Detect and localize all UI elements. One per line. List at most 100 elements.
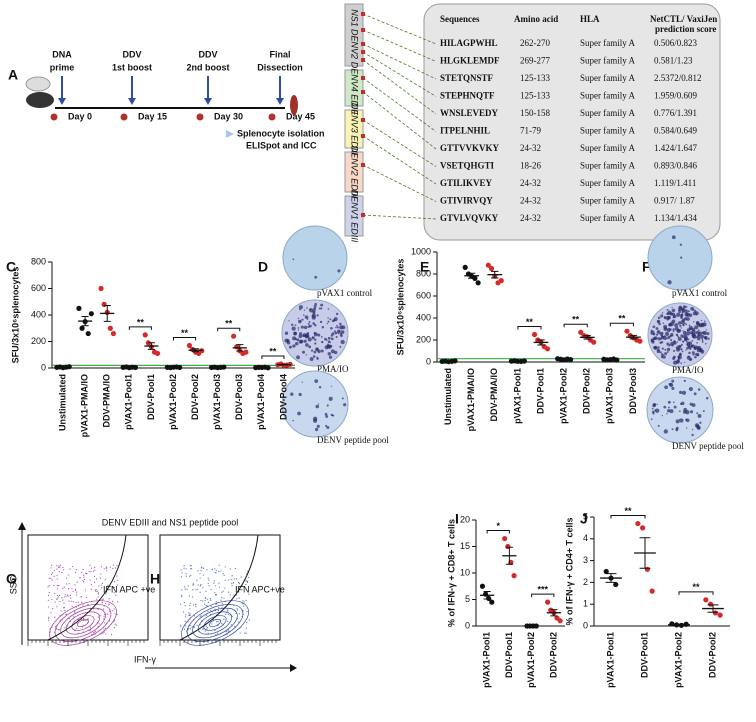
spot bbox=[697, 323, 701, 327]
event-dot bbox=[230, 624, 232, 626]
event-dot bbox=[205, 598, 207, 600]
significance-bracket bbox=[173, 336, 197, 341]
event-dot bbox=[183, 565, 185, 567]
event-dot bbox=[114, 623, 116, 625]
spot bbox=[696, 336, 701, 341]
event-dot bbox=[96, 598, 98, 600]
panel-letter: G bbox=[6, 571, 17, 587]
table-header: HLA bbox=[580, 14, 600, 24]
spot bbox=[686, 341, 688, 343]
spot bbox=[668, 344, 671, 347]
table-header: NetCTL/ VaxiJen bbox=[650, 14, 717, 24]
panel-letter: F bbox=[642, 259, 651, 275]
spot bbox=[684, 361, 686, 363]
event-dot bbox=[233, 578, 235, 580]
spot bbox=[307, 325, 310, 329]
spot bbox=[317, 333, 321, 337]
event-dot bbox=[50, 567, 52, 569]
x-tick-label: pVAX1-Pool3 bbox=[605, 368, 615, 424]
spot bbox=[292, 344, 296, 348]
event-dot bbox=[113, 608, 115, 610]
significance-bracket bbox=[517, 326, 542, 330]
spot bbox=[692, 353, 695, 356]
event-dot bbox=[83, 581, 85, 583]
spot bbox=[651, 407, 654, 410]
spot bbox=[655, 408, 660, 413]
spot bbox=[688, 351, 691, 355]
event-dot bbox=[56, 565, 58, 567]
y-tick-label: 400 bbox=[416, 312, 431, 322]
x-tick-label: DDV-Pool1 bbox=[535, 368, 545, 414]
significance-bracket bbox=[609, 322, 634, 327]
spot bbox=[327, 308, 330, 310]
significance-label: ** bbox=[618, 314, 626, 324]
x-tick-label: DDV-PMA/IO bbox=[489, 368, 499, 422]
event-dot bbox=[235, 612, 237, 614]
spot bbox=[338, 330, 341, 333]
error-bar bbox=[236, 344, 244, 352]
spot bbox=[325, 415, 329, 418]
event-dot bbox=[103, 614, 105, 616]
event-dot bbox=[102, 598, 104, 600]
event-dot bbox=[229, 568, 232, 570]
spot bbox=[673, 401, 675, 404]
spot bbox=[679, 390, 683, 395]
event-dot bbox=[195, 606, 197, 608]
table-cell: 24-32 bbox=[520, 213, 541, 223]
event-dot bbox=[114, 567, 117, 569]
spot bbox=[699, 421, 702, 424]
spot bbox=[664, 331, 670, 336]
error-bar bbox=[280, 363, 288, 366]
data-point bbox=[531, 331, 538, 338]
spot bbox=[672, 329, 675, 333]
spot bbox=[315, 348, 319, 351]
event-dot bbox=[63, 586, 65, 588]
spot bbox=[303, 339, 307, 343]
day-label: Day 15 bbox=[138, 111, 167, 121]
event-dot bbox=[180, 594, 182, 596]
spot bbox=[665, 337, 668, 340]
spot bbox=[685, 306, 688, 308]
event-dot bbox=[57, 628, 60, 631]
event-dot bbox=[103, 628, 105, 630]
spot bbox=[679, 243, 683, 246]
spot bbox=[331, 332, 335, 336]
spot bbox=[658, 322, 661, 326]
note: Splenocyte isolation bbox=[237, 128, 325, 138]
spot bbox=[302, 334, 305, 338]
table-cell: STETQNSTF bbox=[440, 73, 494, 83]
event-dot bbox=[221, 591, 223, 593]
event-dot bbox=[207, 577, 209, 579]
event-dot bbox=[235, 578, 238, 580]
spot bbox=[330, 385, 333, 387]
table-cell: 125-133 bbox=[520, 73, 550, 83]
event-dot bbox=[100, 615, 102, 617]
event-dot bbox=[243, 601, 245, 603]
table-cell: WNSLEVEDY bbox=[440, 108, 499, 118]
spot bbox=[705, 337, 708, 340]
spot bbox=[690, 306, 695, 311]
event-dot bbox=[65, 583, 68, 585]
spot bbox=[292, 336, 297, 341]
event-dot bbox=[111, 600, 114, 602]
well-label: PMA/IO bbox=[317, 364, 349, 374]
event-dot bbox=[234, 567, 236, 570]
event-dot bbox=[214, 592, 216, 594]
spot bbox=[325, 339, 328, 341]
event-dot bbox=[189, 613, 191, 615]
spot bbox=[664, 385, 668, 390]
spot bbox=[301, 381, 303, 383]
event-dot bbox=[69, 594, 72, 597]
event-dot bbox=[64, 609, 66, 612]
event-dot bbox=[68, 595, 70, 597]
event-dot bbox=[245, 584, 247, 586]
event-dot bbox=[58, 571, 60, 573]
spot bbox=[696, 342, 698, 344]
event-dot bbox=[180, 569, 182, 571]
event-dot bbox=[67, 587, 70, 590]
spot bbox=[683, 309, 688, 314]
spot bbox=[327, 352, 331, 356]
spot bbox=[694, 355, 697, 359]
spot bbox=[327, 336, 331, 340]
spot bbox=[660, 353, 664, 357]
